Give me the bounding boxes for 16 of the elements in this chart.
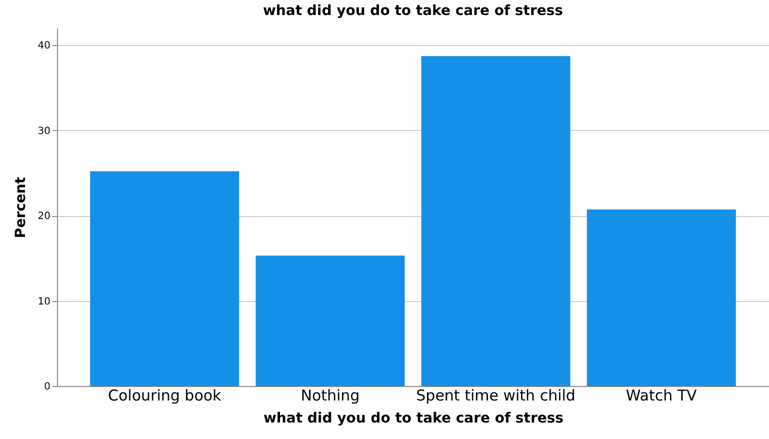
x-tick-label: Colouring book xyxy=(108,386,222,404)
bar xyxy=(586,210,736,386)
y-tick-label: 20 xyxy=(38,211,50,222)
bar xyxy=(256,256,405,386)
chart-title: what did you do to take care of stress xyxy=(262,3,564,19)
x-tick-label: Nothing xyxy=(300,386,360,404)
y-tick-label: 0 xyxy=(44,382,50,392)
x-tick-label: Spent time with child xyxy=(416,386,576,404)
y-axis-title: Percent xyxy=(12,176,29,238)
y-tick-label: 10 xyxy=(38,296,50,308)
y-tick-label: 40 xyxy=(38,40,50,52)
x-tick-label: Watch TV xyxy=(626,386,698,404)
bar xyxy=(90,171,240,386)
y-tick-label: 30 xyxy=(38,126,50,137)
bar xyxy=(421,56,570,386)
x-axis-title: what did you do to take care of stress xyxy=(263,410,564,426)
